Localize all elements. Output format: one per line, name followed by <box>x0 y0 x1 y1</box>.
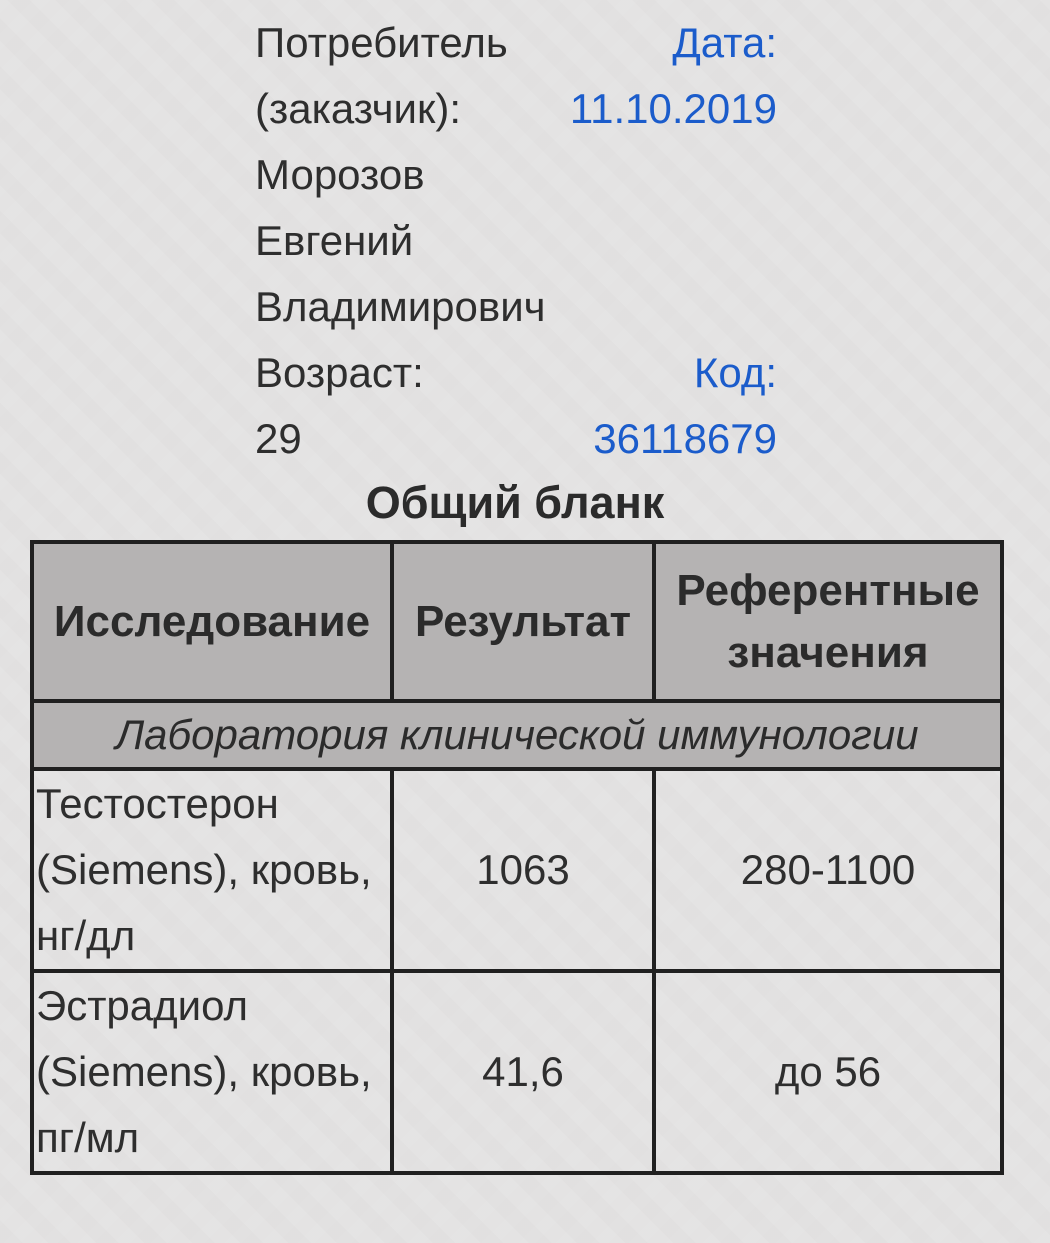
patient-first-name: Евгений <box>255 217 414 264</box>
test-reference: до 56 <box>652 969 1004 1175</box>
header-row: Исследование Результат Референтные значе… <box>30 540 1004 703</box>
patient-info-line: Евгений <box>255 208 777 274</box>
col-header-test: Исследование <box>30 540 394 703</box>
patient-middle-name: Владимирович <box>255 283 546 330</box>
results-table-body: Лаборатория клинической иммунологии Тест… <box>30 699 1004 1175</box>
patient-info-line: Потребитель Дата: <box>255 10 777 76</box>
date-value: 11.10.2019 <box>569 85 777 132</box>
patient-last-name: Морозов <box>255 151 425 198</box>
results-table-header: Исследование Результат Референтные значе… <box>30 540 1004 703</box>
patient-info-block: Потребитель Дата: (заказчик): 11.10.2019… <box>0 0 1050 472</box>
code-label: Код: <box>693 349 777 396</box>
test-reference: 280-1100 <box>652 767 1004 973</box>
test-name: Эстрадиол (Siemens), кровь, пг/мл <box>30 969 394 1175</box>
patient-info-line: (заказчик): 11.10.2019 <box>255 76 777 142</box>
col-header-result: Результат <box>390 540 656 703</box>
lab-section-label: Лаборатория клинической иммунологии <box>30 699 1004 771</box>
customer-label-cont: (заказчик): <box>255 85 462 132</box>
age-label: Возраст: <box>255 349 424 396</box>
date-label: Дата: <box>672 19 777 66</box>
table-row: Тестостерон (Siemens), кровь, нг/дл 1063… <box>30 767 1004 973</box>
results-table: Исследование Результат Референтные значе… <box>30 540 1004 1175</box>
test-name: Тестостерон (Siemens), кровь, нг/дл <box>30 767 394 973</box>
patient-info-line: Морозов <box>255 142 777 208</box>
patient-info-line: Владимирович <box>255 274 777 340</box>
customer-label: Потребитель <box>255 19 508 66</box>
form-title: Общий бланк <box>365 477 665 528</box>
col-header-reference: Референтные значения <box>652 540 1004 703</box>
code-value: 36118679 <box>593 415 777 462</box>
patient-info-line: Возраст: Код: <box>255 340 777 406</box>
lab-report-page: Потребитель Дата: (заказчик): 11.10.2019… <box>0 0 1050 1175</box>
lab-section-row: Лаборатория клинической иммунологии <box>30 699 1004 771</box>
test-result: 41,6 <box>390 969 656 1175</box>
table-row: Эстрадиол (Siemens), кровь, пг/мл 41,6 д… <box>30 969 1004 1175</box>
age-value: 29 <box>255 415 302 462</box>
patient-info-line: 29 36118679 <box>255 406 777 472</box>
test-result: 1063 <box>390 767 656 973</box>
